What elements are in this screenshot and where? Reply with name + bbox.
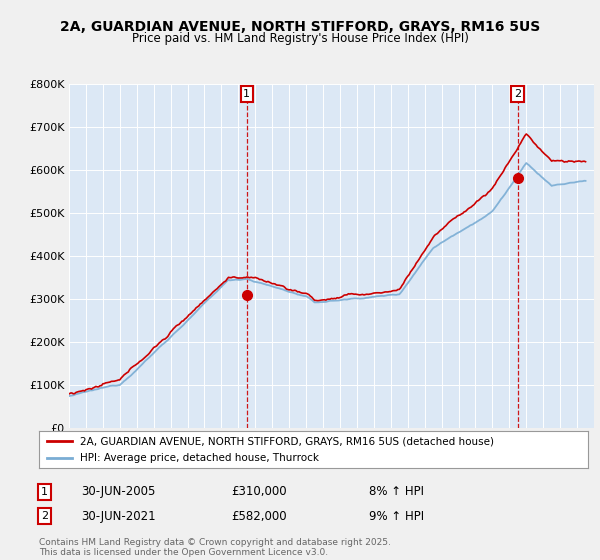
Text: HPI: Average price, detached house, Thurrock: HPI: Average price, detached house, Thur… (80, 453, 319, 463)
Text: £582,000: £582,000 (231, 510, 287, 523)
Text: Contains HM Land Registry data © Crown copyright and database right 2025.
This d: Contains HM Land Registry data © Crown c… (39, 538, 391, 557)
Text: £310,000: £310,000 (231, 485, 287, 498)
Text: 2A, GUARDIAN AVENUE, NORTH STIFFORD, GRAYS, RM16 5US (detached house): 2A, GUARDIAN AVENUE, NORTH STIFFORD, GRA… (80, 436, 494, 446)
Text: Price paid vs. HM Land Registry's House Price Index (HPI): Price paid vs. HM Land Registry's House … (131, 32, 469, 45)
Text: 8% ↑ HPI: 8% ↑ HPI (369, 485, 424, 498)
Text: 2: 2 (514, 89, 521, 99)
Text: 30-JUN-2005: 30-JUN-2005 (81, 485, 155, 498)
Text: 9% ↑ HPI: 9% ↑ HPI (369, 510, 424, 523)
Text: 2: 2 (41, 511, 48, 521)
Text: 30-JUN-2021: 30-JUN-2021 (81, 510, 155, 523)
Text: 2A, GUARDIAN AVENUE, NORTH STIFFORD, GRAYS, RM16 5US: 2A, GUARDIAN AVENUE, NORTH STIFFORD, GRA… (60, 20, 540, 34)
Text: 1: 1 (41, 487, 48, 497)
Text: 1: 1 (244, 89, 250, 99)
